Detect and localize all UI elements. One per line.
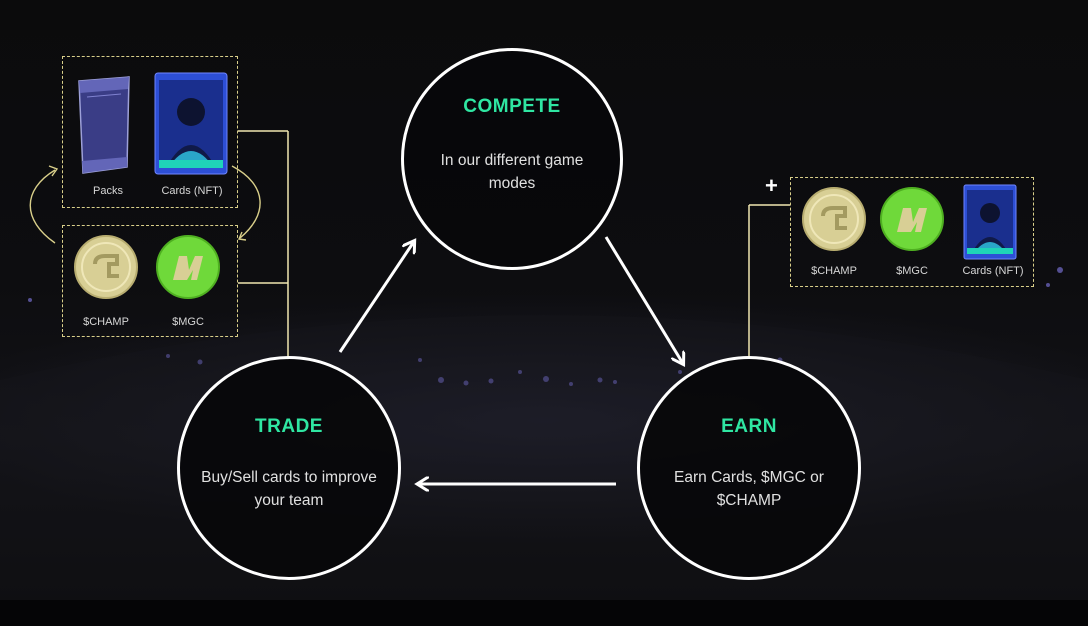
trade-assets-top-box: Packs Cards (NFT) bbox=[62, 56, 238, 208]
trade-node: TRADE Buy/Sell cards to improve your tea… bbox=[177, 356, 401, 580]
cards-nft-label: Cards (NFT) bbox=[962, 265, 1024, 277]
trade-title: TRADE bbox=[255, 416, 323, 437]
champ-coin-icon bbox=[802, 187, 866, 251]
mgc-label: $MGC bbox=[896, 265, 928, 277]
compete-node: COMPETE In our different game modes bbox=[401, 48, 623, 270]
trade-description: Buy/Sell cards to improve your team bbox=[201, 469, 377, 509]
trade-assets-bottom-box: $CHAMP $MGC bbox=[62, 225, 238, 337]
player-card-icon bbox=[154, 72, 228, 175]
champ-label: $CHAMP bbox=[83, 316, 129, 328]
arrow-trade-to-compete bbox=[338, 243, 413, 353]
player-card-icon bbox=[963, 184, 1017, 260]
arrow-compete-to-earn bbox=[604, 236, 682, 362]
packs-label: Packs bbox=[93, 185, 123, 197]
champ-label: $CHAMP bbox=[811, 265, 857, 277]
earn-description: Earn Cards, $MGC or $CHAMP bbox=[674, 469, 824, 509]
pack-icon bbox=[78, 76, 130, 174]
earn-title: EARN bbox=[721, 416, 777, 437]
mgc-label: $MGC bbox=[172, 316, 204, 328]
exchange-arrows bbox=[29, 165, 261, 244]
mgc-coin-icon bbox=[156, 235, 220, 299]
plus-icon: + bbox=[765, 173, 778, 198]
mgc-coin-icon bbox=[880, 187, 944, 251]
trade-connector bbox=[238, 130, 289, 360]
compete-title: COMPETE bbox=[463, 96, 561, 117]
earn-node: EARN Earn Cards, $MGC or $CHAMP bbox=[637, 356, 861, 580]
earn-rewards-box: $CHAMP $MGC Cards (NFT) bbox=[790, 177, 1034, 287]
compete-description: In our different game modes bbox=[440, 152, 584, 192]
champ-coin-icon bbox=[74, 235, 138, 299]
earn-connector bbox=[748, 204, 790, 356]
cards-nft-label: Cards (NFT) bbox=[161, 185, 223, 197]
